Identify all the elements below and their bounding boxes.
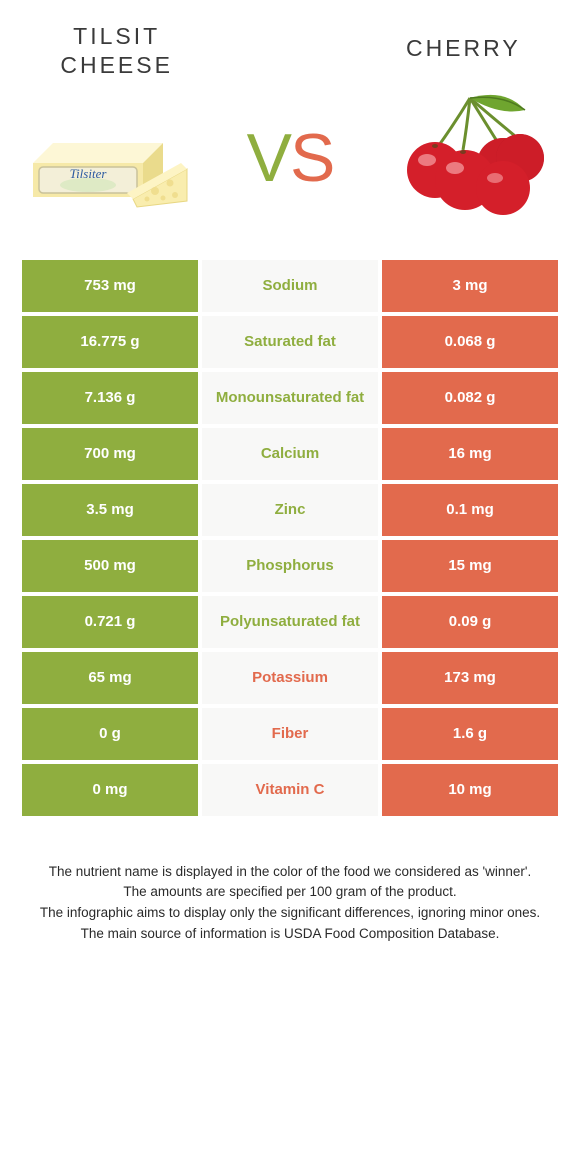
footnote-1: The nutrient name is displayed in the co… <box>30 862 550 883</box>
nutrient-label: Potassium <box>200 650 380 706</box>
right-value: 173 mg <box>380 650 560 706</box>
nutrient-label: Fiber <box>200 706 380 762</box>
table-row: 0 gFiber1.6 g <box>20 706 560 762</box>
left-value: 16.775 g <box>20 314 200 370</box>
table-row: 500 mgPhosphorus15 mg <box>20 538 560 594</box>
nutrient-table: 753 mgSodium3 mg16.775 gSaturated fat0.0… <box>20 258 560 818</box>
cherry-image <box>380 88 560 228</box>
table-row: 0 mgVitamin C10 mg <box>20 762 560 818</box>
image-row: Tilsiter VS <box>0 88 580 258</box>
left-value: 0.721 g <box>20 594 200 650</box>
nutrient-label: Sodium <box>200 258 380 314</box>
nutrient-label: Saturated fat <box>200 314 380 370</box>
right-value: 0.09 g <box>380 594 560 650</box>
left-value: 0 g <box>20 706 200 762</box>
right-value: 0.1 mg <box>380 482 560 538</box>
vs-v: V <box>247 120 290 196</box>
right-value: 0.068 g <box>380 314 560 370</box>
vs-label: VS <box>247 119 334 197</box>
left-value: 0 mg <box>20 762 200 818</box>
vs-s: S <box>290 120 333 196</box>
left-value: 700 mg <box>20 426 200 482</box>
svg-text:Tilsiter: Tilsiter <box>70 166 108 181</box>
header: TILSIT CHEESE CHERRY <box>0 0 580 88</box>
footnote-4: The main source of information is USDA F… <box>30 924 550 945</box>
table-row: 0.721 gPolyunsaturated fat0.09 g <box>20 594 560 650</box>
left-value: 7.136 g <box>20 370 200 426</box>
table-row: 65 mgPotassium173 mg <box>20 650 560 706</box>
left-value: 500 mg <box>20 538 200 594</box>
nutrient-label: Monounsaturated fat <box>200 370 380 426</box>
table-row: 16.775 gSaturated fat0.068 g <box>20 314 560 370</box>
cheese-image: Tilsiter <box>20 88 200 228</box>
nutrient-label: Polyunsaturated fat <box>200 594 380 650</box>
left-value: 753 mg <box>20 258 200 314</box>
right-value: 10 mg <box>380 762 560 818</box>
right-food-title: CHERRY <box>363 22 563 63</box>
left-value: 3.5 mg <box>20 482 200 538</box>
nutrient-label: Vitamin C <box>200 762 380 818</box>
table-row: 753 mgSodium3 mg <box>20 258 560 314</box>
right-value: 1.6 g <box>380 706 560 762</box>
nutrient-label: Zinc <box>200 482 380 538</box>
right-value: 15 mg <box>380 538 560 594</box>
right-value: 16 mg <box>380 426 560 482</box>
nutrient-label: Phosphorus <box>200 538 380 594</box>
right-value: 0.082 g <box>380 370 560 426</box>
table-row: 3.5 mgZinc0.1 mg <box>20 482 560 538</box>
table-row: 700 mgCalcium16 mg <box>20 426 560 482</box>
footnote-2: The amounts are specified per 100 gram o… <box>30 882 550 903</box>
right-value: 3 mg <box>380 258 560 314</box>
table-row: 7.136 gMonounsaturated fat0.082 g <box>20 370 560 426</box>
footnotes: The nutrient name is displayed in the co… <box>0 818 580 946</box>
left-value: 65 mg <box>20 650 200 706</box>
left-food-title: TILSIT CHEESE <box>17 22 217 80</box>
footnote-3: The infographic aims to display only the… <box>30 903 550 924</box>
nutrient-label: Calcium <box>200 426 380 482</box>
